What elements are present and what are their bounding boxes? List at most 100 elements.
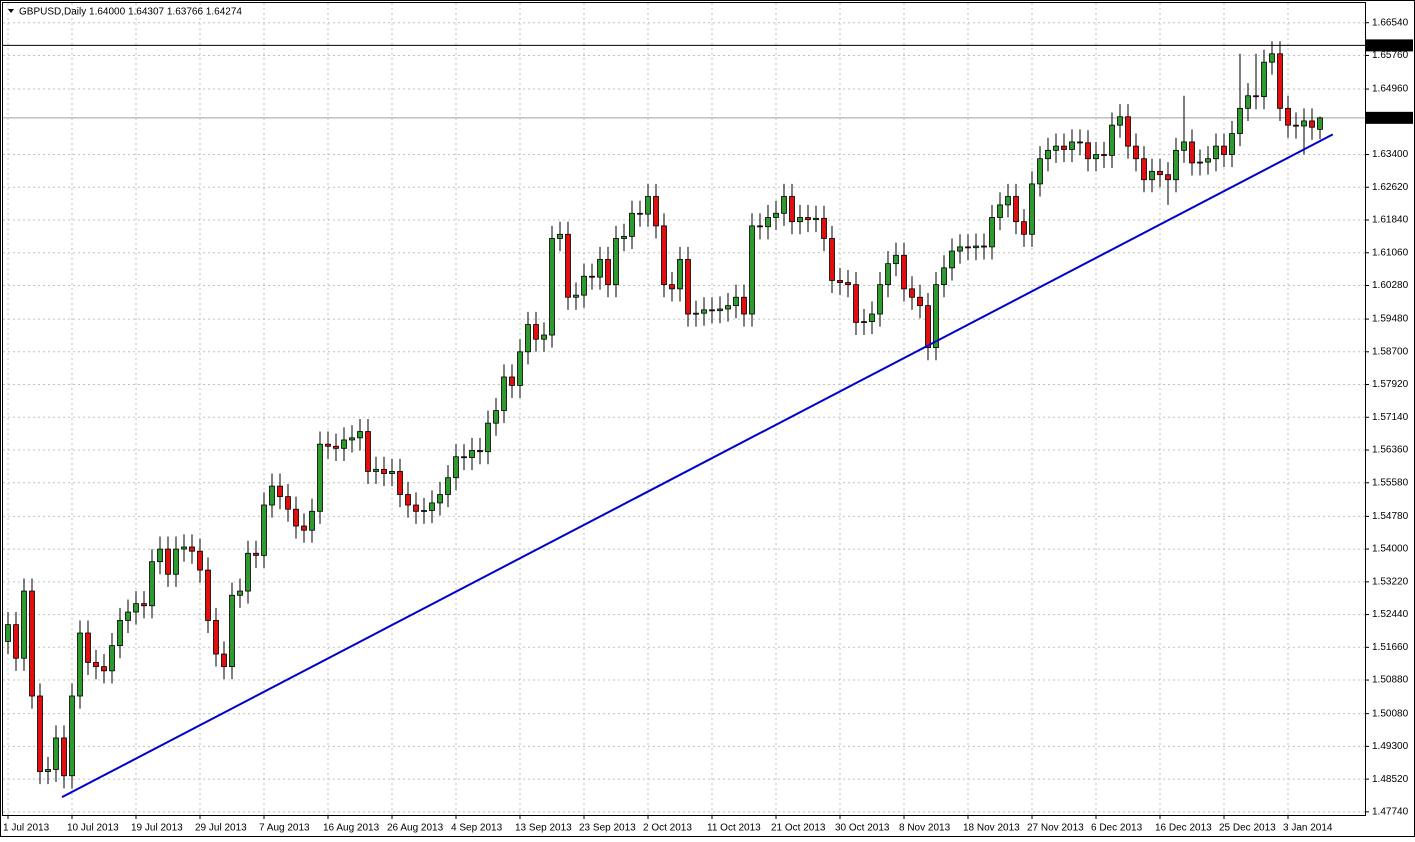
candle-body	[789, 196, 795, 223]
candle-body	[77, 632, 83, 697]
menu-arrow[interactable]	[8, 9, 14, 13]
candle-body	[773, 212, 779, 218]
y-tick-label: 1.47740	[1372, 806, 1409, 817]
candle-body	[157, 548, 163, 563]
candle-body	[885, 263, 891, 286]
candle-body	[1053, 145, 1059, 151]
candle-body	[461, 456, 467, 459]
candle-body	[1085, 142, 1091, 160]
candle-body	[205, 569, 211, 621]
candle-body	[1029, 183, 1035, 235]
candle-body	[253, 552, 259, 556]
y-tick-label: 1.63400	[1372, 149, 1409, 160]
x-tick-label: 23 Sep 2013	[579, 823, 636, 834]
candle-body	[733, 296, 739, 307]
x-tick-label: 11 Oct 2013	[707, 823, 761, 834]
candle-body	[269, 485, 275, 506]
candle-body	[5, 624, 11, 642]
candle-body	[21, 590, 27, 659]
candle-body	[845, 282, 851, 286]
candle-body	[149, 561, 155, 607]
candle-body	[189, 546, 195, 552]
candle-body	[357, 431, 363, 439]
candle-body	[581, 275, 587, 296]
candle-body	[13, 624, 19, 659]
x-tick-label: 13 Sep 2013	[515, 823, 572, 834]
candle-body	[445, 477, 451, 495]
x-tick-label: 19 Jul 2013	[131, 823, 183, 834]
candle-body	[541, 334, 547, 340]
candle-body	[997, 204, 1003, 218]
candle-body	[973, 245, 979, 249]
x-tick-label: 18 Nov 2013	[963, 823, 1020, 834]
candle-body	[341, 439, 347, 449]
x-tick-label: 16 Aug 2013	[323, 823, 380, 834]
candle-body	[1061, 145, 1067, 150]
candle-body	[869, 313, 875, 322]
candle-body	[317, 443, 323, 512]
candle-body	[349, 437, 355, 441]
candle-body	[133, 603, 139, 613]
level-label-box	[1366, 39, 1413, 52]
x-tick-label: 2 Oct 2013	[643, 823, 692, 834]
candle-body	[309, 510, 315, 531]
y-tick-label: 1.56360	[1372, 445, 1409, 456]
candle-body	[1181, 141, 1187, 151]
x-tick-label: 16 Dec 2013	[1155, 823, 1212, 834]
candle-body	[965, 246, 971, 249]
candle-body	[893, 254, 899, 265]
candle-body	[901, 254, 907, 290]
candle-body	[1205, 158, 1211, 163]
candle-body	[573, 294, 579, 298]
candle-body	[781, 196, 787, 214]
candle-body	[925, 305, 931, 349]
plot-frame	[2, 2, 1366, 816]
candle-body	[709, 309, 715, 312]
y-tick-label: 1.58700	[1372, 346, 1409, 357]
candle-body	[613, 238, 619, 286]
candle-body	[1045, 149, 1051, 160]
candle-body	[1141, 158, 1147, 181]
candle-body	[213, 620, 219, 655]
candle-body	[101, 666, 107, 672]
candle-body	[181, 546, 187, 550]
candle-body	[1285, 107, 1291, 126]
candle-body	[805, 217, 811, 220]
candle-body	[941, 267, 947, 286]
candle-body	[669, 284, 675, 290]
candle-body	[93, 662, 99, 668]
y-tick-label: 1.60280	[1372, 280, 1409, 291]
y-tick-label: 1.57920	[1372, 379, 1409, 390]
candle-body	[333, 445, 339, 449]
x-tick-label: 10 Jul 2013	[67, 823, 119, 834]
candle-body	[1117, 116, 1123, 126]
candle-body	[717, 308, 723, 312]
x-tick-label: 27 Nov 2013	[1027, 823, 1084, 834]
x-tick-label: 4 Sep 2013	[451, 823, 503, 834]
candle-body	[645, 196, 651, 215]
candle-body	[165, 548, 171, 575]
candle-body	[813, 217, 819, 220]
marks-layer	[3, 41, 1365, 799]
y-tick-label: 1.50080	[1372, 708, 1409, 719]
candle-body	[413, 504, 419, 512]
candle-body	[565, 233, 571, 298]
y-tick-label: 1.52440	[1372, 609, 1409, 620]
candle-body	[117, 620, 123, 647]
candle-body	[1253, 95, 1259, 98]
candle-body	[365, 431, 371, 472]
candle-body	[293, 508, 299, 527]
level-label: 1.66000	[1372, 40, 1409, 51]
x-tick-label: 7 Aug 2013	[259, 823, 310, 834]
price-label: 1.64274	[1372, 112, 1409, 123]
y-tick-label: 1.51660	[1372, 642, 1409, 653]
candle-body	[29, 590, 35, 697]
candle-body	[1109, 124, 1115, 156]
candle-body	[725, 305, 731, 310]
candle-body	[125, 611, 131, 621]
y-tick-label: 1.61840	[1372, 215, 1409, 226]
y-tick-label: 1.55580	[1372, 477, 1409, 488]
candle-body	[1237, 107, 1243, 134]
y-tick-label: 1.66540	[1372, 17, 1409, 28]
